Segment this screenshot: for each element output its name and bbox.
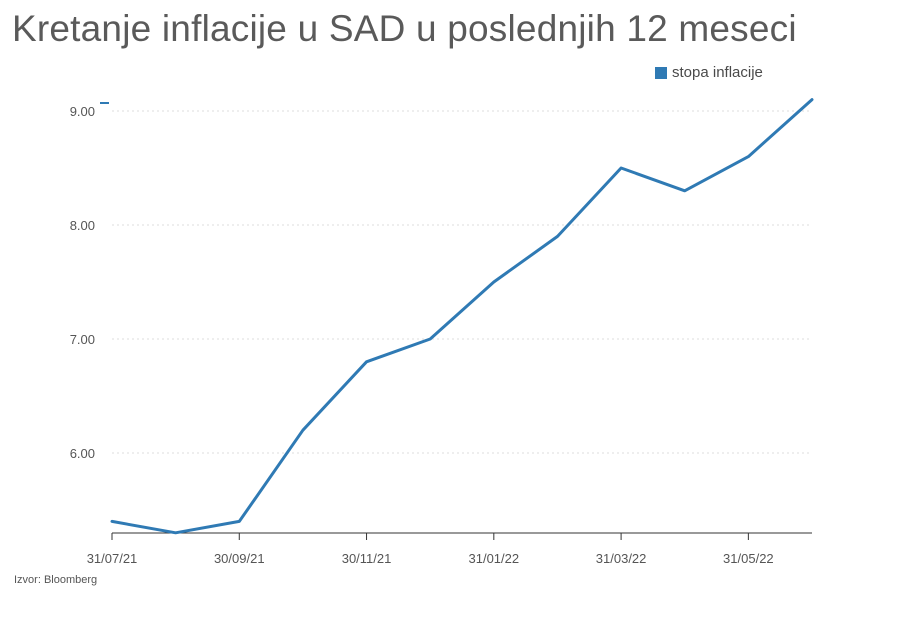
chart-title: Kretanje inflacije u SAD u poslednjih 12…	[12, 8, 797, 49]
y-tick-label: 8.00	[70, 218, 95, 233]
y-tick-label: 7.00	[70, 332, 95, 347]
y-tick-label: 6.00	[70, 446, 95, 461]
source-note: Izvor: Bloomberg	[14, 574, 98, 586]
x-tick-label: 31/05/22	[723, 551, 774, 566]
axes	[100, 102, 812, 540]
x-tick-label: 31/07/21	[87, 551, 138, 566]
x-tick-label: 31/03/22	[596, 551, 647, 566]
x-tick-label: 30/11/21	[342, 551, 392, 566]
x-tick-label: 30/09/21	[214, 551, 265, 566]
tick-labels: 6.00 7.00 8.00 9.00 31/07/21 30/09/21 30/11/21…	[70, 104, 774, 566]
legend-label: stopa inflacije	[672, 64, 763, 81]
series-line	[110, 98, 814, 535]
y-tick-label: 9.00	[70, 104, 95, 119]
series-stopa-inflacije	[110, 98, 814, 535]
legend: stopa inflacije	[655, 64, 763, 81]
legend-swatch	[655, 66, 667, 79]
grid-lines	[112, 110, 812, 454]
x-tick-label: 31/01/22	[469, 551, 520, 566]
